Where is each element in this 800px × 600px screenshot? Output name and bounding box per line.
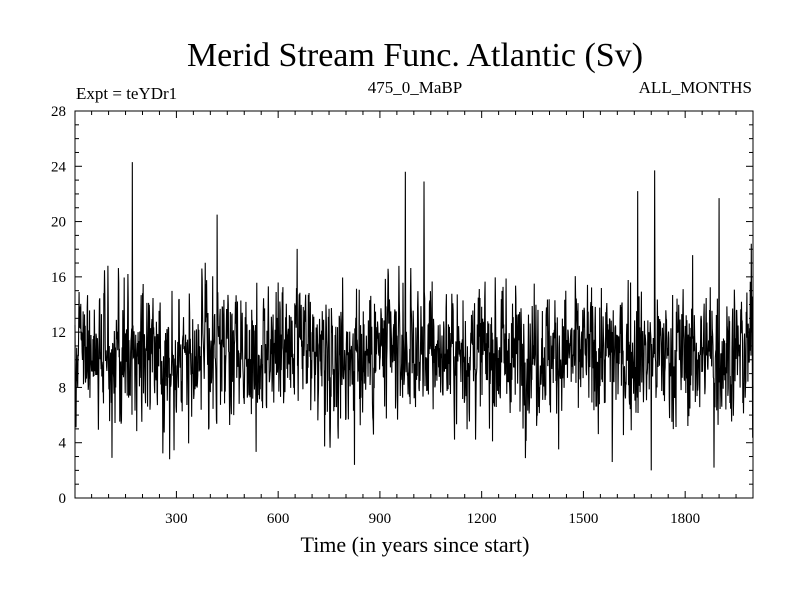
y-tick-label: 20 xyxy=(51,215,66,231)
subtitle-right: ALL_MONTHS xyxy=(639,78,752,97)
y-tick-label: 24 xyxy=(51,159,67,175)
x-axis-label: Time (in years since start) xyxy=(301,532,530,557)
x-tick-label: 900 xyxy=(369,511,392,527)
x-tick-label: 1500 xyxy=(568,511,598,527)
x-tick-label: 300 xyxy=(165,511,188,527)
x-tick-label: 600 xyxy=(267,511,290,527)
x-tick-label: 1200 xyxy=(467,511,497,527)
y-tick-label: 12 xyxy=(51,325,66,341)
x-tick-label: 1800 xyxy=(670,511,700,527)
chart-title: Merid Stream Func. Atlantic (Sv) xyxy=(187,37,643,74)
y-tick-label: 4 xyxy=(59,436,67,452)
y-tick-label: 16 xyxy=(51,270,67,286)
y-tick-label: 8 xyxy=(59,380,67,396)
subtitle-left: Expt = teYDr1 xyxy=(76,84,177,103)
subtitle-center: 475_0_MaBP xyxy=(368,78,462,97)
y-tick-label: 0 xyxy=(59,491,67,507)
plot-area: 0 4 8 12 16 20 24 28 300 600 900 1200 1500 1800 xyxy=(51,104,754,527)
series-line xyxy=(74,162,754,471)
y-tick-label: 28 xyxy=(51,104,66,120)
